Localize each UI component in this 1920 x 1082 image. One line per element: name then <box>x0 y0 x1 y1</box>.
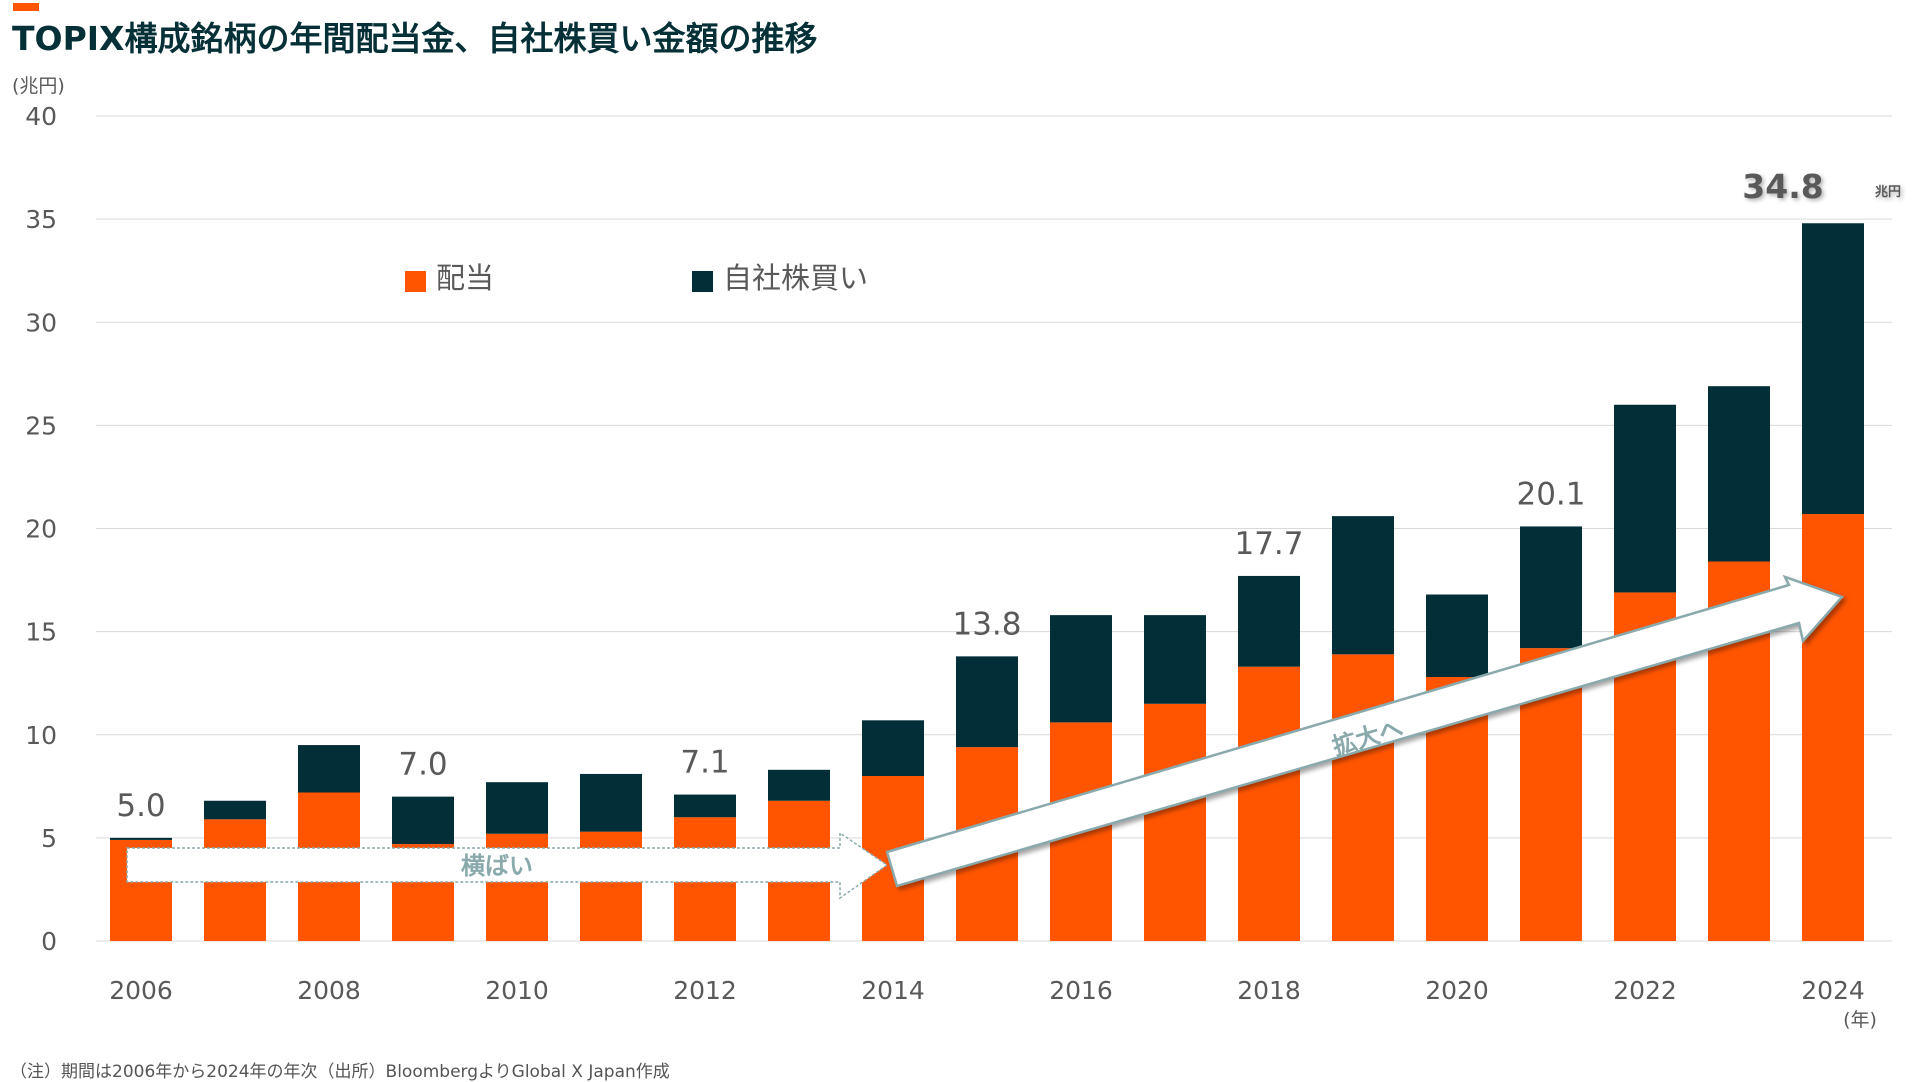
x-tick-label: 2012 <box>673 976 737 1005</box>
bar-buyback-2011 <box>580 773 642 832</box>
data-label-2009: 7.0 <box>398 747 447 783</box>
data-label-2021: 20.1 <box>1516 476 1585 512</box>
data-label-2015: 13.8 <box>952 606 1021 642</box>
legend-label-dividend: 配当 <box>436 261 494 295</box>
bar-buyback-2024 <box>1802 223 1864 515</box>
flat-arrow-label: 横ばい <box>461 852 533 880</box>
bar-buyback-2008 <box>298 745 360 793</box>
footnote: （注）期間は2006年から2024年の年次（出所）BloombergよりGlob… <box>10 1062 670 1082</box>
flat-arrow-shape <box>126 831 889 900</box>
x-tick-label: 2010 <box>485 976 549 1005</box>
bar-buyback-2017 <box>1144 615 1206 704</box>
page-title: TOPIX構成銘柄の年間配当金、自社株買い金額の推移 <box>12 19 818 58</box>
bar-buyback-2006 <box>110 837 172 840</box>
bar-buyback-2022 <box>1614 404 1676 593</box>
y-tick-label: 5 <box>41 824 57 853</box>
y-tick-label: 20 <box>25 515 57 544</box>
legend-swatch-dividend <box>405 271 426 292</box>
y-tick-label: 30 <box>25 308 57 337</box>
bar-buyback-2014 <box>862 720 924 776</box>
highlight-total-value: 34.8 <box>1742 167 1823 206</box>
y-axis-ticks: 0 5 10 15 20 25 30 35 40 <box>25 102 57 956</box>
bar-buyback-2007 <box>204 800 266 820</box>
bar-buyback-2023 <box>1708 386 1770 562</box>
y-tick-label: 15 <box>25 618 57 647</box>
x-tick-label: 2024 <box>1801 976 1865 1005</box>
x-tick-label: 2016 <box>1049 976 1113 1005</box>
rising-arrow-annotation: 拡大へ <box>885 574 1845 888</box>
x-tick-label: 2020 <box>1425 976 1489 1005</box>
bar-dividend-2024 <box>1802 514 1864 941</box>
bar-buyback-2019 <box>1332 516 1394 655</box>
rising-arrow-shape <box>885 574 1845 888</box>
x-tick-label: 2018 <box>1237 976 1301 1005</box>
data-label-2018: 17.7 <box>1234 526 1303 562</box>
bar-buyback-2015 <box>956 656 1018 748</box>
bar-dividend-2019 <box>1332 654 1394 941</box>
legend-label-buyback: 自社株買い <box>723 261 868 295</box>
bar-buyback-2009 <box>392 796 454 845</box>
bar-buyback-2010 <box>486 782 548 834</box>
bar-buyback-2021 <box>1520 526 1582 649</box>
x-tick-label: 2008 <box>297 976 361 1005</box>
bar-dividend-2017 <box>1144 703 1206 941</box>
highlight-total-unit: 兆円 <box>1875 184 1901 200</box>
data-labels: 5.0 7.0 7.1 13.8 17.7 20.1 <box>116 476 1585 823</box>
x-tick-label: 2014 <box>861 976 925 1005</box>
bar-dividend-2018 <box>1238 666 1300 941</box>
bar-buyback-2018 <box>1238 575 1300 667</box>
title-accent-bar <box>13 3 39 11</box>
x-tick-label: 2022 <box>1613 976 1677 1005</box>
y-tick-label: 40 <box>25 102 57 131</box>
y-axis-unit: (兆円) <box>12 75 65 97</box>
x-axis-unit: (年) <box>1843 1009 1877 1031</box>
y-tick-label: 25 <box>25 411 57 440</box>
x-tick-label: 2006 <box>109 976 173 1005</box>
flat-arrow-annotation: 横ばい <box>126 831 889 900</box>
y-tick-label: 35 <box>25 205 57 234</box>
bar-buyback-2013 <box>768 769 830 801</box>
x-axis-ticks: 2006 2008 2010 2012 2014 2016 2018 2020 2022 2024 <box>109 976 1865 1005</box>
y-tick-label: 10 <box>25 721 57 750</box>
highlight-total: 34.8 兆円 <box>1742 167 1901 206</box>
bar-buyback-2020 <box>1426 594 1488 677</box>
bar-buyback-2016 <box>1050 615 1112 723</box>
legend-swatch-buyback <box>692 271 713 292</box>
y-tick-label: 0 <box>41 927 57 956</box>
data-label-2006: 5.0 <box>116 788 165 824</box>
data-label-2012: 7.1 <box>680 745 729 781</box>
legend: 配当 自社株買い <box>405 261 868 295</box>
bar-buyback-2012 <box>674 794 736 818</box>
